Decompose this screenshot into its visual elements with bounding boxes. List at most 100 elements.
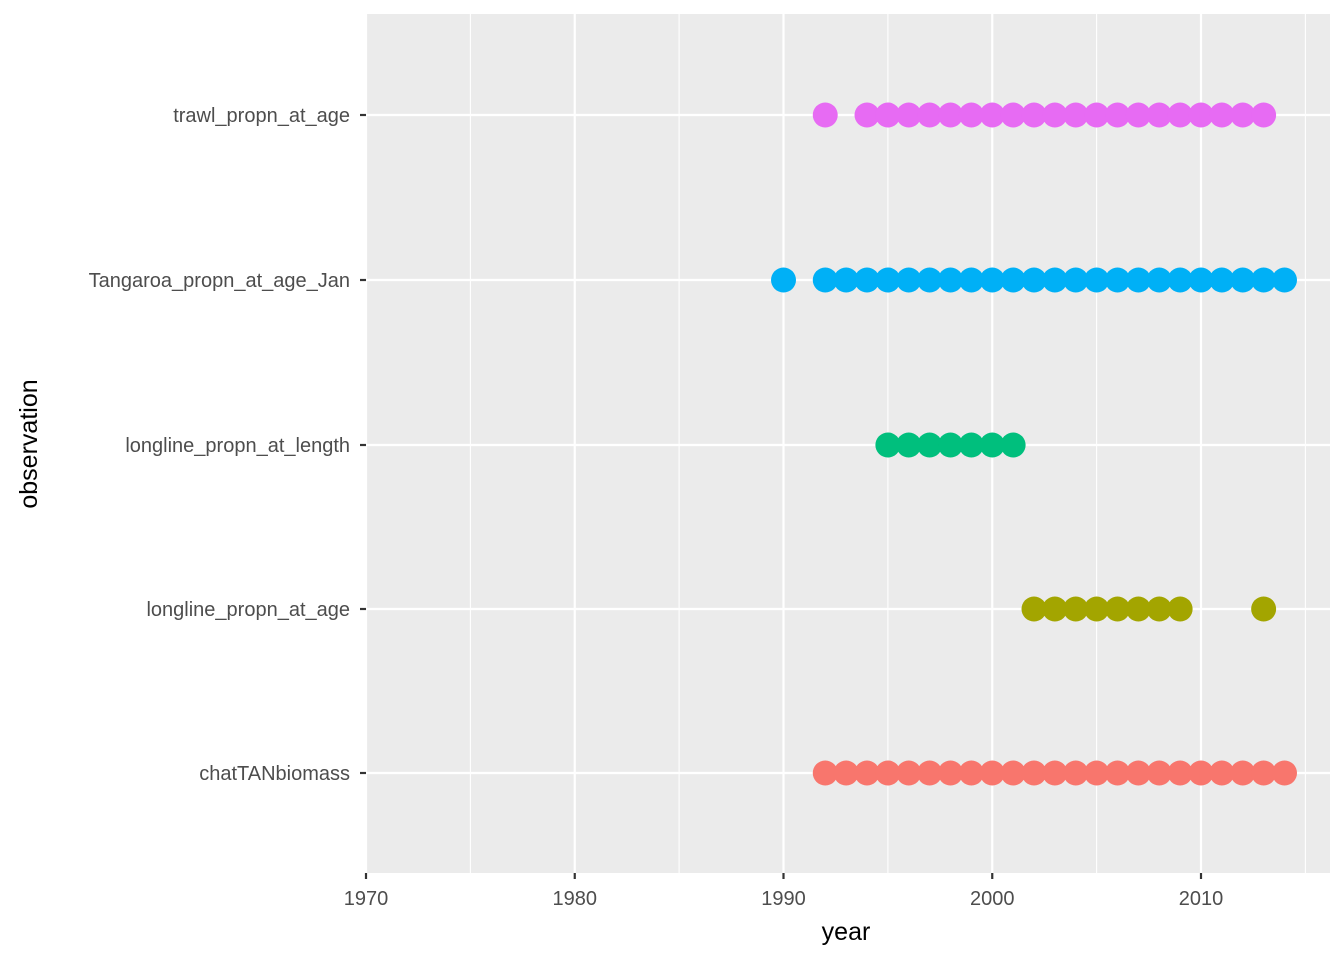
data-point [1021, 102, 1047, 128]
data-point [875, 102, 901, 128]
data-point [979, 102, 1005, 128]
data-point [1230, 102, 1256, 128]
data-point [938, 432, 963, 458]
data-point [1084, 267, 1110, 293]
data-point [1021, 760, 1047, 786]
data-point [1146, 267, 1172, 293]
data-point [1105, 102, 1130, 128]
data-point [1000, 760, 1026, 786]
data-point [875, 760, 901, 786]
data-point [1209, 267, 1235, 293]
data-point [1084, 760, 1110, 786]
panel-background [366, 14, 1330, 873]
data-point [1063, 760, 1089, 786]
y-axis: chatTANbiomass longline_propn_at_age longl… [89, 105, 366, 785]
data-point [917, 267, 943, 293]
data-point [896, 102, 922, 128]
data-point [917, 102, 943, 128]
data-point [979, 267, 1005, 293]
data-point [938, 760, 963, 786]
data-points [771, 102, 1297, 786]
data-point [1251, 596, 1277, 622]
data-point [1021, 596, 1047, 622]
data-point [1146, 760, 1172, 786]
data-point [1251, 760, 1277, 786]
data-point [1167, 267, 1193, 293]
y-tick-label: longline_propn_at_age [146, 599, 350, 621]
x-tick-label: 1990 [761, 888, 806, 910]
data-point [1251, 267, 1277, 293]
data-point [1042, 596, 1068, 622]
x-tick-label: 2010 [1179, 888, 1224, 910]
data-point [1105, 267, 1130, 293]
data-point [812, 102, 838, 128]
y-tick-label: chatTANbiomass [199, 763, 350, 785]
data-point [958, 432, 984, 458]
data-point [1042, 760, 1068, 786]
data-point [1209, 760, 1235, 786]
data-point [1084, 596, 1110, 622]
data-point [1084, 102, 1110, 128]
data-point [875, 432, 901, 458]
x-tick-label: 1970 [344, 888, 389, 910]
data-point [1167, 760, 1193, 786]
data-point [917, 432, 943, 458]
data-point [1146, 102, 1172, 128]
data-point [1272, 267, 1297, 293]
data-point [833, 267, 859, 293]
data-point [1230, 267, 1256, 293]
y-axis-title: observation [15, 379, 43, 508]
data-point [1042, 267, 1068, 293]
data-point [1188, 760, 1214, 786]
data-point [1042, 102, 1068, 128]
data-point [1063, 596, 1089, 622]
data-point [1251, 102, 1277, 128]
data-point [958, 760, 984, 786]
data-point [938, 267, 963, 293]
data-point [917, 760, 943, 786]
x-axis: 1970 1980 1990 2000 2010 [344, 873, 1224, 910]
data-point [1167, 596, 1193, 622]
data-point [1125, 102, 1151, 128]
data-point [1146, 596, 1172, 622]
data-point [1105, 596, 1130, 622]
data-point [1000, 267, 1026, 293]
data-point [979, 760, 1005, 786]
data-point [1230, 760, 1256, 786]
data-point [896, 760, 922, 786]
data-point [1063, 267, 1089, 293]
data-point [958, 267, 984, 293]
data-point [1125, 267, 1151, 293]
data-point [1272, 760, 1297, 786]
data-point [1021, 267, 1047, 293]
data-point [812, 267, 838, 293]
data-point [1063, 102, 1089, 128]
data-point [1188, 102, 1214, 128]
data-point [854, 102, 880, 128]
y-tick-label: trawl_propn_at_age [173, 105, 350, 127]
data-point [854, 760, 880, 786]
x-tick-label: 1980 [553, 888, 598, 910]
data-point [1125, 760, 1151, 786]
data-point [875, 267, 901, 293]
data-point [958, 102, 984, 128]
data-point [1209, 102, 1235, 128]
x-tick-label: 2000 [970, 888, 1015, 910]
data-point [1188, 267, 1214, 293]
data-point [812, 760, 838, 786]
data-point [833, 760, 859, 786]
y-tick-label: Tangaroa_propn_at_age_Jan [89, 270, 350, 292]
data-point [1000, 102, 1026, 128]
data-point [854, 267, 880, 293]
data-point [1125, 596, 1151, 622]
data-point [771, 267, 796, 293]
data-point [896, 432, 922, 458]
data-point [979, 432, 1005, 458]
data-point [896, 267, 922, 293]
x-axis-title: year [822, 918, 871, 946]
data-point [938, 102, 963, 128]
data-point [1000, 432, 1026, 458]
y-tick-label: longline_propn_at_length [125, 435, 350, 457]
data-point [1105, 760, 1130, 786]
